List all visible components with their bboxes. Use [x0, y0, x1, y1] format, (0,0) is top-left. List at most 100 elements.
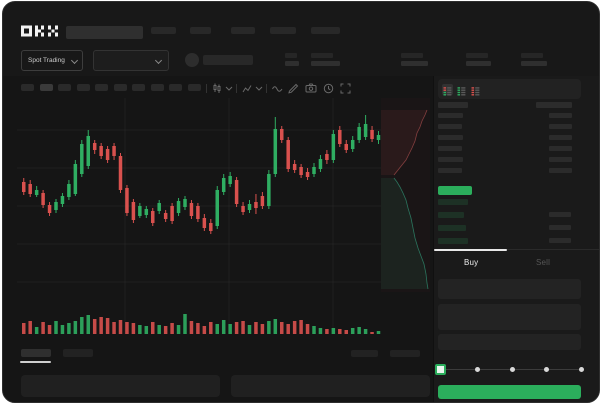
orderbook-trade-panel: Buy Sell	[433, 76, 599, 402]
chevron-down-icon[interactable]	[255, 86, 263, 92]
nav-item-skeleton[interactable]	[190, 27, 211, 34]
depth-bid-line	[393, 177, 429, 290]
candlestick-chart[interactable]	[17, 98, 433, 338]
ask-row[interactable]	[434, 113, 599, 122]
ask-amount-skeleton	[549, 135, 572, 140]
tab-buy[interactable]: Buy	[434, 249, 518, 273]
bottom-right-control[interactable]	[351, 350, 378, 357]
camera-icon[interactable]	[305, 83, 317, 93]
nav-item-skeleton[interactable]	[311, 27, 340, 34]
market-selector[interactable]: Spot Trading	[21, 50, 83, 71]
ask-row[interactable]	[434, 135, 599, 144]
bid-price-skeleton	[438, 238, 468, 244]
depth-ask-area	[381, 110, 427, 175]
depth-bid-area	[381, 178, 428, 289]
amount-field[interactable]	[438, 304, 581, 330]
last-price-badge[interactable]	[438, 186, 472, 195]
clock-icon[interactable]	[323, 83, 334, 94]
ask-row[interactable]	[434, 168, 599, 177]
slider-handle[interactable]	[435, 364, 446, 375]
interval-button[interactable]	[58, 84, 71, 91]
ask-row[interactable]	[434, 157, 599, 166]
nav-item-skeleton[interactable]	[231, 27, 255, 34]
ask-price-skeleton	[438, 168, 462, 173]
slider-dot[interactable]	[544, 367, 550, 372]
okx-logo[interactable]	[21, 25, 59, 37]
bid-price-skeleton	[438, 225, 466, 231]
slider-dot[interactable]	[474, 367, 480, 372]
draw-icon[interactable]	[288, 83, 299, 94]
stat-value-skeleton	[466, 61, 491, 66]
pair-name-skeleton	[203, 55, 253, 65]
trade-tabs: Buy Sell	[434, 249, 599, 273]
price-field[interactable]	[438, 279, 581, 299]
amount-slider[interactable]	[434, 360, 599, 378]
tab-sell-label: Sell	[536, 258, 551, 267]
search-input[interactable]	[66, 26, 143, 39]
book-split-icon[interactable]	[442, 84, 453, 96]
buy-submit-button[interactable]	[438, 385, 581, 399]
bid-row[interactable]	[434, 212, 599, 221]
stat-label-skeleton	[401, 53, 423, 58]
ask-amount-skeleton	[549, 157, 572, 162]
indicators-icon[interactable]	[242, 84, 252, 93]
interval-button[interactable]	[150, 84, 164, 91]
interval-button[interactable]	[169, 84, 182, 91]
ask-price-skeleton	[438, 157, 463, 162]
slider-dot[interactable]	[509, 367, 515, 372]
stat-value-skeleton	[285, 61, 299, 66]
wave-icon[interactable]	[272, 85, 283, 93]
ask-amount-skeleton	[549, 168, 572, 173]
ask-row[interactable]	[434, 124, 599, 133]
chevron-down-icon[interactable]	[225, 86, 233, 92]
bottom-tab-active[interactable]	[21, 349, 51, 357]
divider	[236, 84, 237, 93]
stat-value-skeleton	[521, 61, 547, 66]
nav-item-skeleton[interactable]	[270, 27, 296, 34]
ask-price-skeleton	[438, 113, 463, 118]
divider	[206, 84, 207, 93]
bid-row[interactable]	[434, 238, 599, 247]
book-bids-icon[interactable]	[456, 84, 467, 96]
slider-dot[interactable]	[579, 367, 584, 372]
ask-price-skeleton	[438, 135, 463, 140]
book-asks-icon[interactable]	[470, 84, 481, 96]
interval-button[interactable]	[21, 84, 34, 91]
interval-button[interactable]	[95, 84, 108, 91]
stat-label-skeleton	[521, 53, 543, 58]
orderbook-header	[438, 79, 581, 99]
bid-price-skeleton	[438, 199, 468, 205]
ask-price-skeleton	[438, 124, 462, 129]
chart-panel	[3, 76, 433, 402]
bid-row[interactable]	[434, 225, 599, 234]
orderbook-col-header-amount	[536, 102, 572, 108]
bottom-tab[interactable]	[63, 349, 93, 357]
divider	[266, 84, 267, 93]
stat-label-skeleton	[311, 53, 333, 58]
bid-row[interactable]	[434, 199, 599, 208]
bid-amount-skeleton	[549, 212, 571, 217]
bottom-panel-right[interactable]	[231, 375, 430, 397]
total-field[interactable]	[438, 334, 581, 350]
interval-button[interactable]	[132, 84, 145, 91]
bottom-panel-left[interactable]	[21, 375, 220, 397]
candle-style-icon[interactable]	[212, 83, 222, 94]
interval-button[interactable]	[113, 84, 127, 91]
depth-chart[interactable]	[381, 98, 430, 292]
bottom-right-control[interactable]	[390, 350, 420, 357]
ask-row[interactable]	[434, 146, 599, 155]
depth-ask-line	[393, 109, 428, 176]
stat-value-skeleton	[311, 61, 340, 66]
interval-button[interactable]	[76, 84, 90, 91]
nav-item-skeleton[interactable]	[151, 27, 176, 34]
interval-button[interactable]	[187, 84, 201, 91]
bid-amount-skeleton	[549, 238, 571, 243]
chevron-down-icon	[154, 56, 163, 65]
fullscreen-icon[interactable]	[340, 83, 351, 94]
tab-sell[interactable]: Sell	[518, 249, 599, 273]
interval-button[interactable]	[39, 84, 53, 91]
coin-icon	[185, 53, 199, 67]
pair-selector[interactable]	[93, 50, 169, 71]
ask-amount-skeleton	[549, 113, 572, 118]
bottom-tab-active-underline	[20, 361, 51, 363]
